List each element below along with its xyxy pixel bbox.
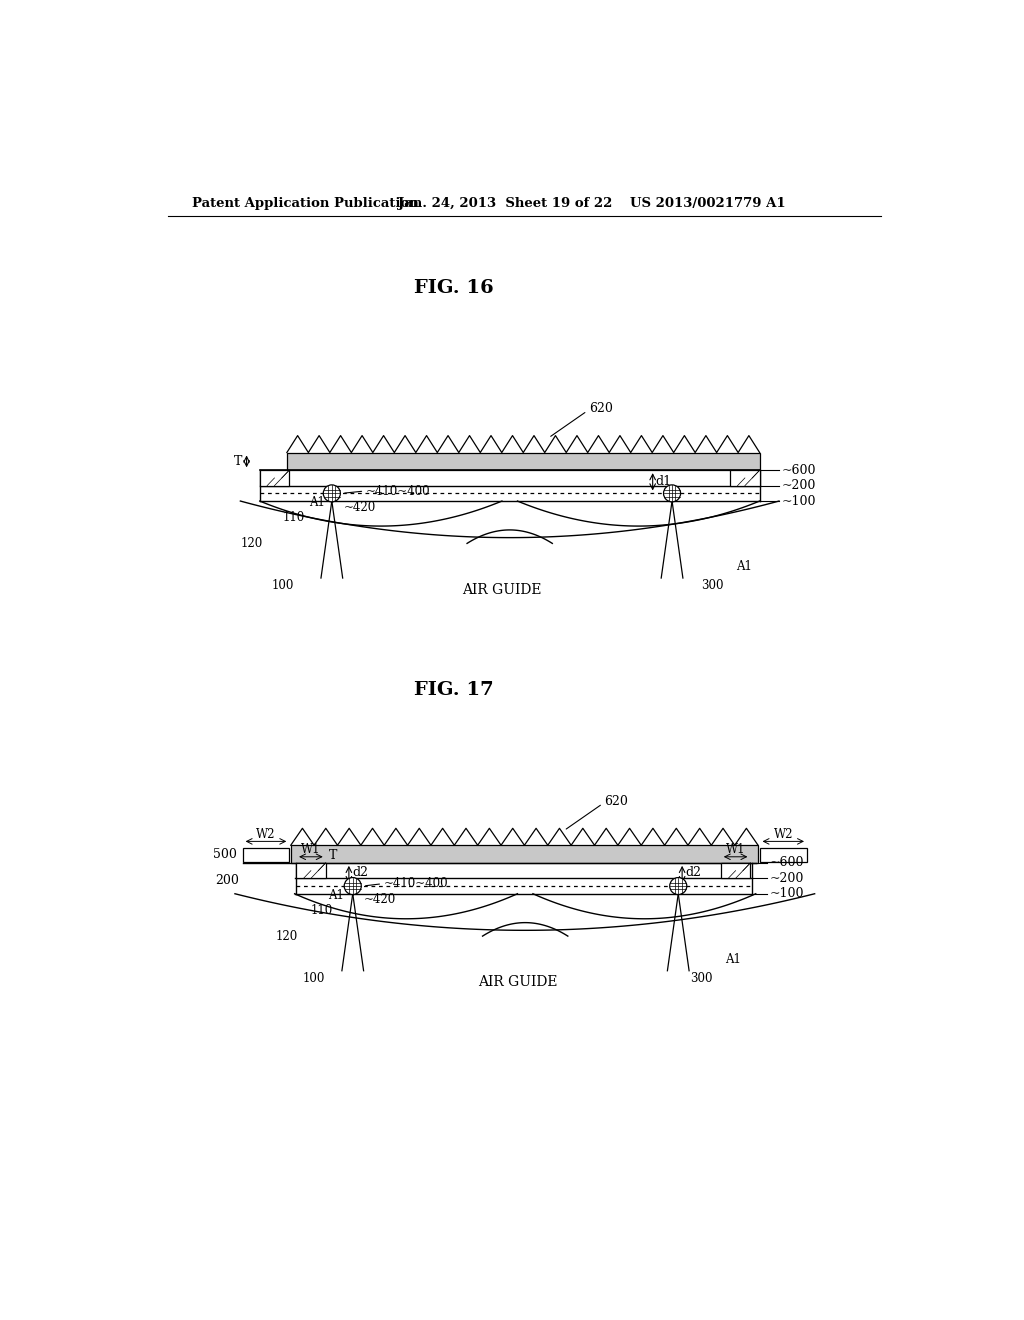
Text: 300: 300 xyxy=(701,579,724,593)
Text: W2: W2 xyxy=(256,828,275,841)
Circle shape xyxy=(670,878,687,895)
Text: Jan. 24, 2013  Sheet 19 of 22: Jan. 24, 2013 Sheet 19 of 22 xyxy=(397,197,612,210)
Bar xyxy=(296,863,326,878)
Bar xyxy=(730,470,760,486)
Text: 200: 200 xyxy=(216,874,240,887)
Text: FIG. 17: FIG. 17 xyxy=(414,681,494,698)
Bar xyxy=(260,470,289,486)
Text: T: T xyxy=(329,849,337,862)
Text: AIR GUIDE: AIR GUIDE xyxy=(462,582,542,597)
Bar xyxy=(296,863,326,865)
Text: ~600: ~600 xyxy=(770,857,804,870)
Text: A1: A1 xyxy=(725,953,740,966)
Bar xyxy=(760,847,807,862)
Text: ~410~400: ~410~400 xyxy=(384,878,449,890)
Text: 620: 620 xyxy=(589,403,612,416)
Text: d2: d2 xyxy=(352,866,368,879)
Text: 100: 100 xyxy=(302,972,325,985)
Text: ~600: ~600 xyxy=(781,463,816,477)
Circle shape xyxy=(664,484,681,502)
Text: ~100: ~100 xyxy=(781,495,816,508)
Text: FIG. 16: FIG. 16 xyxy=(414,279,494,297)
Bar xyxy=(721,863,751,878)
Text: ~200: ~200 xyxy=(781,479,816,492)
Text: W2: W2 xyxy=(773,828,793,841)
Text: AIR GUIDE: AIR GUIDE xyxy=(477,975,557,989)
Text: ~100: ~100 xyxy=(770,887,804,900)
Bar xyxy=(243,847,289,862)
Text: 620: 620 xyxy=(604,795,628,808)
Text: T: T xyxy=(234,455,243,467)
Text: 100: 100 xyxy=(271,579,294,593)
Text: US 2013/0021779 A1: US 2013/0021779 A1 xyxy=(630,197,785,210)
Text: A1: A1 xyxy=(328,888,344,902)
Text: Patent Application Publication: Patent Application Publication xyxy=(191,197,418,210)
Text: 120: 120 xyxy=(275,929,298,942)
Text: 120: 120 xyxy=(241,537,262,550)
Text: 300: 300 xyxy=(690,972,713,985)
Text: ~420: ~420 xyxy=(364,894,396,907)
Text: ~200: ~200 xyxy=(770,871,804,884)
Bar xyxy=(287,453,760,470)
Bar xyxy=(721,863,751,865)
Text: 500: 500 xyxy=(213,847,238,861)
Text: 110: 110 xyxy=(310,904,333,917)
Text: 110: 110 xyxy=(283,511,305,524)
Text: A1: A1 xyxy=(736,560,753,573)
Text: d2: d2 xyxy=(685,866,701,879)
Text: W1: W1 xyxy=(301,843,321,857)
Text: d1: d1 xyxy=(655,475,672,488)
Circle shape xyxy=(324,484,340,502)
Circle shape xyxy=(344,878,361,895)
Text: W1: W1 xyxy=(726,843,745,857)
Text: A1: A1 xyxy=(308,496,325,510)
Text: ~420: ~420 xyxy=(344,500,377,513)
Text: ~410~400: ~410~400 xyxy=(366,484,430,498)
Bar xyxy=(291,845,758,863)
